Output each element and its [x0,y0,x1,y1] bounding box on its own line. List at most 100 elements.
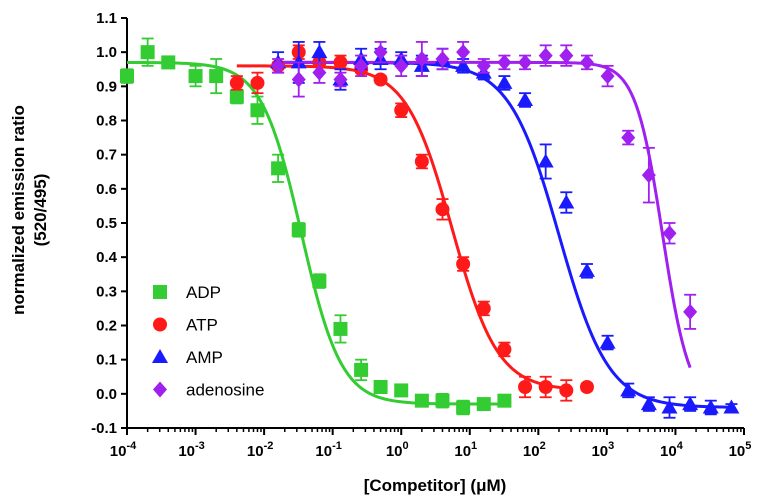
data-point [271,161,286,176]
data-point [435,393,450,408]
data-point [188,69,203,84]
y-tick-label: 0.7 [96,147,117,164]
data-point [682,396,699,411]
data-point [312,64,327,81]
data-point [559,383,574,398]
x-tick-label: 104 [660,440,684,460]
data-point [250,75,265,90]
data-point [683,303,698,320]
y-tick-label: 1.0 [96,44,117,61]
data-point [455,57,472,72]
data-point [414,393,429,408]
data-point [517,92,534,106]
data-points [120,37,740,419]
data-point [578,262,595,277]
y-tick-label: 0.9 [96,78,117,95]
data-point [497,393,512,408]
data-point [702,399,719,414]
data-point [640,396,657,411]
data-point [579,54,594,71]
x-tick-label: 102 [523,440,546,460]
y-tick-label: 0.0 [96,386,117,403]
data-point [250,103,265,118]
data-point [537,153,554,168]
data-point [496,74,513,89]
fit-curve-ATP [236,64,567,390]
data-point [311,44,328,59]
data-point [559,47,574,64]
y-tick-label: 0.1 [96,352,117,369]
series-ATP [229,44,594,402]
legend-label-AMP: AMP [186,348,223,367]
y-tick-label: 0.3 [96,283,117,300]
data-point [290,54,307,69]
data-point [456,400,471,415]
legend-label-ADP: ADP [186,283,221,302]
y-axis-title-line1: normalized emission ratio [9,105,28,315]
y-tick-label: 0.5 [96,215,117,232]
legend-marker-AMP [152,349,168,363]
data-point [456,257,471,271]
x-tick-label: 101 [454,440,477,460]
y-tick-label: -0.1 [91,420,117,437]
data-point [414,154,429,169]
y-tick-label: 1.1 [96,10,117,27]
x-tick-label: 10-1 [315,440,341,460]
data-point [435,51,450,67]
x-axis-title: [Competitor] (μM) [364,476,507,495]
data-point [140,45,155,60]
data-point [291,222,306,237]
data-point [476,301,491,316]
legend-marker-ATP [153,317,167,332]
data-point [120,69,134,84]
data-point [620,382,637,397]
data-point [394,383,409,398]
data-point [373,44,388,61]
legend-label-adenosine: adenosine [186,381,264,400]
data-point [373,72,388,87]
data-point [394,103,409,118]
data-point [209,69,224,84]
data-point [435,202,450,217]
data-point [414,51,429,67]
data-point [661,399,678,414]
data-point [599,334,616,349]
y-tick-label: 0.2 [96,318,117,335]
y-axis-title-line2: (520/495) [31,174,50,247]
data-point [333,71,348,88]
data-point [333,55,348,70]
data-point [662,225,677,242]
x-tick-label: 100 [386,440,409,460]
data-point [312,274,327,289]
x-tick-label: 103 [591,440,614,460]
y-ticks: -0.1 0.0 0.1 0.2 0.3 0.4 0.5 0.6 0.7 0.8 0.9 1.0 1.1 [91,10,127,437]
data-point [476,397,491,412]
data-point [229,75,244,90]
data-point [456,44,471,61]
fit-curve-ADP [126,60,505,406]
data-point [518,54,533,71]
series-ADP [120,37,512,416]
data-point [333,321,348,336]
x-ticks: 10-4 10-3 10-2 10-1 100 101 102 103 104 105 [110,428,752,460]
legend: ADP ATP AMP adenosine [152,283,264,400]
series-adenosine [271,41,698,330]
data-point [538,47,553,64]
data-point [538,380,553,394]
data-point [354,57,369,74]
data-point [497,54,512,71]
data-point [641,167,656,184]
data-point [373,380,388,394]
y-tick-label: 0.4 [96,249,118,266]
data-point [271,57,286,74]
data-point [723,399,740,414]
x-tick-label: 10-2 [247,440,273,460]
x-tick-label: 105 [729,440,752,460]
data-point [518,380,533,394]
legend-marker-ADP [153,285,167,299]
data-point [291,71,306,88]
legend-marker-adenosine [153,381,167,398]
y-tick-label: 0.8 [96,113,117,130]
data-point [394,57,409,74]
